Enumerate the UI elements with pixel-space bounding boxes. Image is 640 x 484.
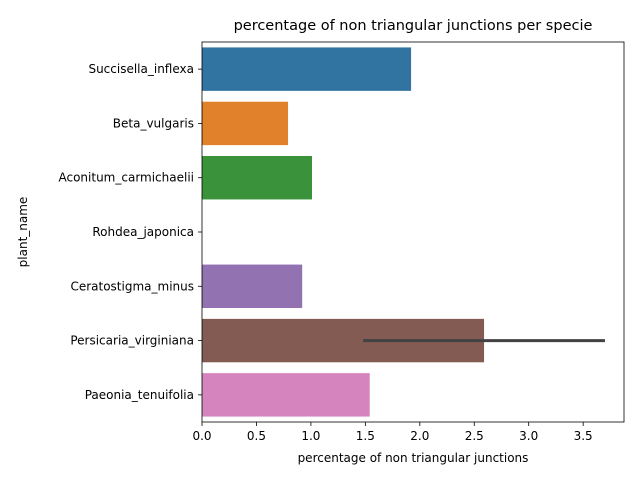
y-tick-label-1: Beta_vulgaris [113,116,194,130]
y-tick-label-5: Persicaria_virginiana [70,334,194,348]
x-tick-label-5: 2.5 [465,429,484,443]
x-tick-label-7: 3.5 [574,429,593,443]
bar-4 [202,264,303,308]
x-tick-label-1: 0.5 [247,429,266,443]
y-tick-label-2: Aconitum_carmichaelii [58,171,194,185]
x-axis-ticks: 0.0 0.5 1.0 1.5 2.0 2.5 3.0 3.5 [192,422,593,443]
bars-layer [202,47,485,417]
x-axis-label: percentage of non triangular junctions [298,451,529,465]
x-tick-label-4: 2.0 [410,429,429,443]
y-tick-label-0: Succisella_inflexa [88,62,194,76]
y-axis-label: plant_name [16,197,30,268]
x-tick-label-3: 1.5 [356,429,375,443]
y-tick-label-3: Rohdea_japonica [92,225,194,239]
bar-0 [202,47,412,91]
bar-2 [202,156,312,200]
bar-6 [202,373,370,417]
bar-1 [202,101,289,146]
axes-border [201,41,625,423]
chart-title: percentage of non triangular junctions p… [234,18,593,34]
y-tick-label-4: Ceratostigma_minus [70,279,194,293]
y-tick-label-6: Paeonia_tenuifolia [85,388,194,402]
x-tick-label-0: 0.0 [192,429,211,443]
x-tick-label-6: 3.0 [519,429,538,443]
x-tick-label-2: 1.0 [301,429,320,443]
axes-frame [201,41,625,423]
y-axis-ticks: Succisella_inflexa Beta_vulgaris Aconitum_… [58,62,202,402]
